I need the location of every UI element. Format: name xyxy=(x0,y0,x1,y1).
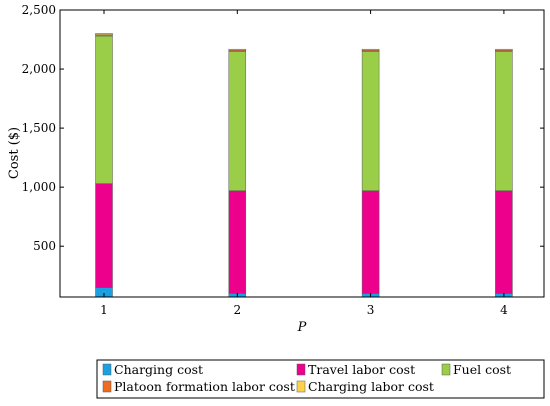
y-tick-label: 1,500 xyxy=(22,121,56,135)
x-tick-label: 4 xyxy=(500,303,508,317)
legend-label-1: Travel labor cost xyxy=(308,362,415,377)
bars-layer xyxy=(95,33,513,298)
bar-1-series-2 xyxy=(95,35,113,184)
bar-3-series-4 xyxy=(361,48,380,51)
legend-swatch-2 xyxy=(441,363,451,376)
y-tick-label: 2,500 xyxy=(22,3,56,17)
y-tick-label: 500 xyxy=(33,239,56,253)
legend-swatch-1 xyxy=(296,363,306,376)
bar-2-series-4 xyxy=(228,48,247,51)
bar-4-series-4 xyxy=(495,48,513,51)
plot-frame xyxy=(59,9,545,298)
legend-label-4: Charging labor cost xyxy=(308,379,434,394)
y-axis-label: Cost ($) xyxy=(7,127,22,179)
bar-3-series-1 xyxy=(361,190,380,294)
y-tick-label: 1,000 xyxy=(22,180,56,194)
x-tick-label: 3 xyxy=(367,303,375,317)
bar-4-series-2 xyxy=(495,51,513,191)
legend-label-2: Fuel cost xyxy=(453,362,511,377)
x-tick-label: 1 xyxy=(100,303,108,317)
bar-1-series-4 xyxy=(95,33,113,36)
legend: Charging cost Travel labor cost Fuel cost P… xyxy=(96,359,545,399)
x-tick-label: 2 xyxy=(233,303,241,317)
bar-3-series-2 xyxy=(361,51,380,191)
bar-2-series-1 xyxy=(228,190,247,294)
legend-swatch-0 xyxy=(102,363,112,376)
x-axis-label: P xyxy=(297,320,307,335)
y-tick-label: 2,000 xyxy=(22,62,56,76)
legend-label-0: Charging cost xyxy=(114,362,203,377)
axes-layer: 500 1,000 1,500 2,000 2,500 1 2 3 4 xyxy=(22,3,544,317)
legend-swatch-3 xyxy=(102,380,112,393)
legend-frame xyxy=(96,359,545,399)
legend-label-3: Platoon formation labor cost xyxy=(114,379,295,394)
bar-2-series-2 xyxy=(228,51,247,191)
bar-1-series-1 xyxy=(95,183,113,288)
bar-4-series-1 xyxy=(495,190,513,294)
legend-swatch-4 xyxy=(296,380,306,393)
